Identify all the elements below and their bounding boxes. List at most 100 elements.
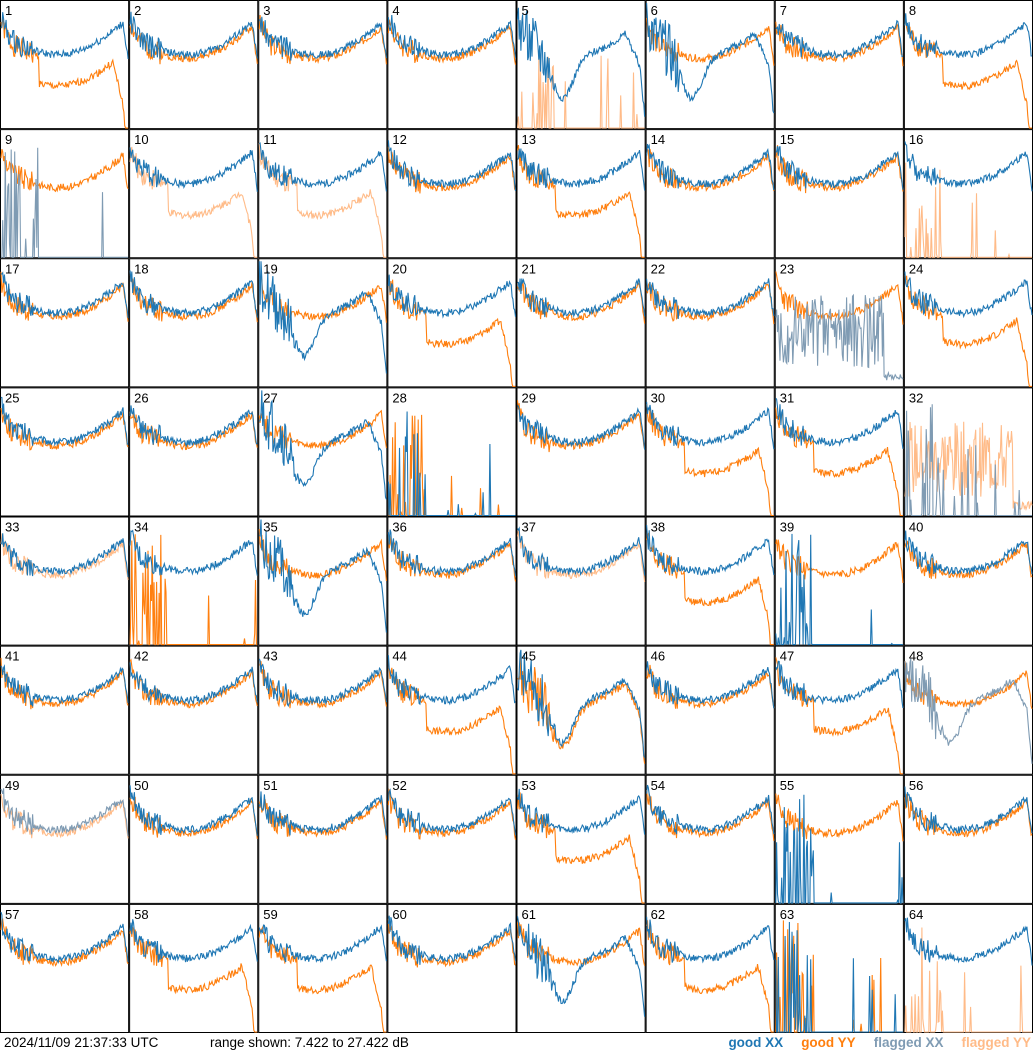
panel-frame <box>129 774 259 904</box>
panel-label: 48 <box>909 649 923 664</box>
panel-44: 44 <box>387 645 517 775</box>
series-xx-line <box>259 519 387 633</box>
panel-label: 62 <box>651 907 665 922</box>
panel-12: 12 <box>387 129 517 259</box>
panel-48: 48 <box>903 645 1033 775</box>
panel-frame <box>129 645 259 775</box>
panel-label: 29 <box>522 390 536 405</box>
legend-good-yy: good YY <box>801 1035 856 1050</box>
legend-flagged-xx: flagged XX <box>873 1035 944 1050</box>
panel-58: 58 <box>129 903 259 1033</box>
series-xx-line <box>646 916 775 964</box>
panel-frame <box>0 0 130 130</box>
series-xx-line <box>387 529 517 576</box>
panel-frame <box>129 0 259 130</box>
panel-frame <box>645 516 775 646</box>
panel-label: 51 <box>263 778 277 793</box>
series-xx-line <box>129 147 258 192</box>
series-xx-line <box>0 271 129 319</box>
series-yy-line <box>904 15 1032 129</box>
series-xx-line <box>0 911 129 964</box>
panel-label: 53 <box>522 778 536 793</box>
panel-40: 40 <box>903 516 1033 646</box>
panel-23: 23 <box>774 258 904 388</box>
series-xx-line <box>258 16 387 61</box>
panel-label: 9 <box>5 132 12 147</box>
panel-47: 47 <box>774 645 904 775</box>
panel-label: 46 <box>651 649 665 664</box>
panel-frame <box>387 516 517 646</box>
series-xx-line <box>646 2 775 114</box>
legend: good XX good YY flagged XX flagged YY <box>710 1033 1031 1053</box>
panel-2: 2 <box>129 0 259 130</box>
series-xx-line <box>646 143 775 191</box>
panel-frame <box>645 903 775 1033</box>
series-yy-line <box>387 918 516 968</box>
panel-label: 8 <box>909 3 916 18</box>
panel-frame <box>0 645 130 775</box>
panel-14: 14 <box>645 129 775 259</box>
panel-label: 14 <box>651 132 665 147</box>
series-yy-line <box>775 21 904 67</box>
panel-label: 56 <box>909 778 923 793</box>
panel-frame <box>258 258 388 388</box>
panel-59: 59 <box>258 903 388 1033</box>
series-xx-line <box>0 533 129 578</box>
series-xx-line <box>775 660 904 708</box>
series-xx-line <box>517 404 646 450</box>
panel-39: 39 <box>774 516 904 646</box>
panel-3: 3 <box>258 0 388 130</box>
panel-label: 32 <box>909 390 923 405</box>
panel-54: 54 <box>645 774 775 904</box>
series-xx-line <box>516 7 646 117</box>
series-yy-line <box>129 534 258 646</box>
panel-label: 31 <box>780 390 794 405</box>
panel-label: 28 <box>392 390 406 405</box>
panel-frame <box>903 903 1033 1033</box>
panel-label: 25 <box>5 390 19 405</box>
panel-label: 2 <box>134 3 141 18</box>
panel-42: 42 <box>129 645 259 775</box>
series-xx-line <box>129 529 258 576</box>
panel-frame <box>516 516 646 646</box>
panel-20: 20 <box>387 258 517 388</box>
series-xx-line <box>775 533 903 646</box>
panel-frame <box>129 903 259 1033</box>
series-yy-line <box>516 792 645 904</box>
series-xx-line <box>775 293 904 381</box>
series-yy-line <box>0 657 129 710</box>
series-yy-line <box>775 145 904 194</box>
series-xx-line <box>387 140 517 191</box>
series-xx-line <box>258 261 387 374</box>
panel-label: 44 <box>392 649 406 664</box>
timestamp: 2024/11/09 21:37:33 UTC <box>4 1035 159 1050</box>
panel-frame <box>387 645 517 775</box>
panel-24: 24 <box>903 258 1033 388</box>
panel-15: 15 <box>774 129 904 259</box>
series-yy-line <box>904 162 1032 258</box>
panel-frame <box>516 387 646 517</box>
series-yy-line <box>0 407 129 451</box>
series-xx-line <box>387 14 517 60</box>
series-yy-line <box>129 146 258 258</box>
footer: 2024/11/09 21:37:33 UTC range shown: 7.4… <box>0 1033 1033 1053</box>
panel-frame <box>645 0 775 130</box>
series-xx-line <box>258 924 387 964</box>
panel-frame <box>774 258 904 388</box>
panel-frame <box>645 387 775 517</box>
panel-label: 12 <box>392 132 406 147</box>
series-xx-line <box>516 649 646 758</box>
panel-frame <box>516 0 646 130</box>
panel-label: 3 <box>263 3 270 18</box>
series-xx-line <box>517 278 646 318</box>
series-xx-line <box>387 411 516 517</box>
panel-label: 13 <box>522 132 536 147</box>
panel-label: 54 <box>651 778 665 793</box>
panel-frame <box>387 129 517 259</box>
panel-label: 45 <box>522 649 536 664</box>
series-yy-line <box>775 793 904 842</box>
series-xx-line <box>517 526 646 577</box>
panel-label: 20 <box>392 261 406 276</box>
panel-label: 17 <box>5 261 19 276</box>
